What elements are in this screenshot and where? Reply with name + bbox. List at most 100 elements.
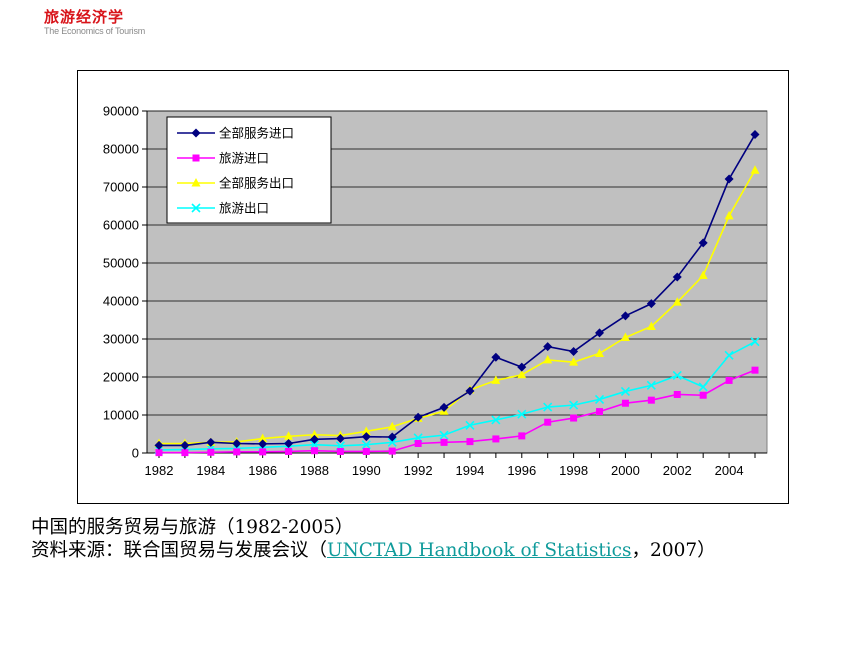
- data-point-series-2: [285, 447, 293, 455]
- series-line-2: [159, 369, 756, 454]
- data-point-series-1: [180, 440, 190, 450]
- data-point-series-1: [543, 342, 553, 352]
- data-point-series-2: [518, 432, 526, 440]
- y-tick-label: 10000: [103, 408, 139, 423]
- data-point-series-4-stroke: [543, 402, 553, 412]
- data-point-series-1: [387, 432, 397, 442]
- data-point-series-2: [233, 448, 241, 456]
- data-point-series-1: [569, 347, 579, 357]
- data-point-series-4-stroke: [646, 380, 656, 390]
- x-tick-label: 2002: [663, 463, 692, 478]
- data-point-series-1: [698, 238, 708, 248]
- data-point-series-4-stroke: [517, 409, 527, 419]
- data-point-series-3: [750, 165, 760, 174]
- data-point-series-1: [724, 174, 734, 184]
- data-point-series-1: [413, 412, 423, 422]
- data-point-series-1: [361, 432, 371, 442]
- unctad-handbook-link[interactable]: UNCTAD Handbook of Statistics: [327, 540, 632, 561]
- data-point-series-3: [595, 348, 605, 357]
- y-tick-label: 40000: [103, 294, 139, 309]
- data-point-series-2: [492, 435, 500, 443]
- data-point-series-2: [207, 448, 215, 456]
- series-line-3: [159, 169, 756, 445]
- data-point-series-4-stroke: [387, 437, 397, 447]
- data-point-series-1: [154, 440, 164, 450]
- data-point-series-3: [309, 429, 319, 439]
- data-point-series-1: [672, 272, 682, 282]
- x-tick-label: 1988: [300, 463, 329, 478]
- data-point-series-2: [310, 447, 318, 455]
- data-point-series-4: [672, 370, 682, 381]
- y-tick-label: 80000: [103, 142, 139, 157]
- data-point-series-2: [570, 414, 578, 422]
- data-point-series-3: [491, 375, 501, 384]
- legend-marker: [192, 154, 200, 162]
- data-point-series-4: [361, 440, 371, 450]
- x-tick-label: 1990: [352, 463, 381, 478]
- data-point-series-1: [750, 130, 760, 140]
- data-point-series-2: [466, 438, 474, 446]
- logo-title: 旅游经济学: [44, 8, 125, 26]
- data-point-series-1: [517, 362, 527, 372]
- legend-label: 全部服务进口: [219, 126, 294, 141]
- data-point-series-1: [284, 439, 294, 448]
- x-tick-label: 1984: [196, 463, 225, 478]
- data-point-series-1: [206, 437, 216, 447]
- data-point-series-4: [517, 409, 527, 419]
- data-point-series-1: [258, 439, 268, 449]
- x-tick-label: 2004: [715, 463, 744, 478]
- data-point-series-4-stroke: [594, 394, 605, 404]
- data-point-series-2: [699, 391, 707, 399]
- data-point-series-2: [751, 366, 759, 374]
- y-tick-label: 20000: [103, 370, 139, 385]
- data-point-series-3: [724, 210, 734, 220]
- data-point-series-4: [620, 386, 631, 397]
- x-tick-label: 1982: [145, 463, 174, 478]
- caption-source-suffix: ，2007）: [631, 540, 716, 561]
- data-point-series-1: [465, 386, 475, 396]
- data-point-series-2: [673, 390, 681, 398]
- data-point-series-4-stroke: [750, 337, 760, 347]
- data-point-series-2: [181, 449, 189, 457]
- data-point-series-2: [155, 449, 163, 457]
- data-point-series-2: [544, 418, 552, 426]
- data-point-series-1: [620, 311, 630, 321]
- data-point-series-2: [388, 447, 396, 455]
- data-point-series-2: [362, 447, 370, 455]
- data-point-series-4: [646, 380, 656, 390]
- series-line-4: [158, 340, 756, 451]
- legend-label: 旅游出口: [219, 201, 269, 216]
- data-point-series-1: [439, 402, 449, 412]
- data-point-series-2: [596, 408, 604, 416]
- y-tick-label: 30000: [103, 332, 139, 347]
- data-point-series-2: [647, 396, 655, 404]
- x-tick-label: 1994: [455, 463, 484, 478]
- data-point-series-2: [336, 447, 344, 455]
- y-tick-label: 50000: [103, 256, 139, 271]
- data-point-series-4-stroke: [698, 382, 708, 392]
- data-point-series-1: [646, 299, 656, 309]
- legend-label: 全部服务出口: [219, 176, 294, 191]
- logo-subtitle: The Economics of Tourism: [44, 26, 146, 36]
- caption-title: 中国的服务贸易与旅游（1982-2005）: [31, 517, 354, 538]
- data-point-series-2: [440, 438, 448, 446]
- data-point-series-3: [361, 426, 371, 435]
- x-tick-label: 1996: [507, 463, 536, 478]
- data-point-series-4: [750, 337, 760, 347]
- data-point-series-4-stroke: [724, 350, 734, 360]
- data-point-series-3: [284, 431, 294, 440]
- caption-source-prefix: 资料来源：联合国贸易与发展会议（: [31, 540, 328, 561]
- data-point-series-4-stroke: [361, 440, 371, 450]
- legend-label: 旅游进口: [219, 151, 269, 166]
- data-point-series-4: [439, 430, 449, 440]
- data-point-series-4: [569, 400, 579, 410]
- data-point-series-4-stroke: [620, 386, 631, 397]
- legend-marker: [191, 203, 201, 213]
- data-point-series-3: [517, 369, 527, 379]
- data-point-series-4-stroke: [439, 430, 449, 440]
- x-tick-label: 1998: [559, 463, 588, 478]
- data-point-series-2: [414, 440, 422, 447]
- legend-marker: [191, 178, 201, 187]
- y-tick-label: 90000: [103, 104, 139, 119]
- data-point-series-4-stroke: [672, 370, 682, 381]
